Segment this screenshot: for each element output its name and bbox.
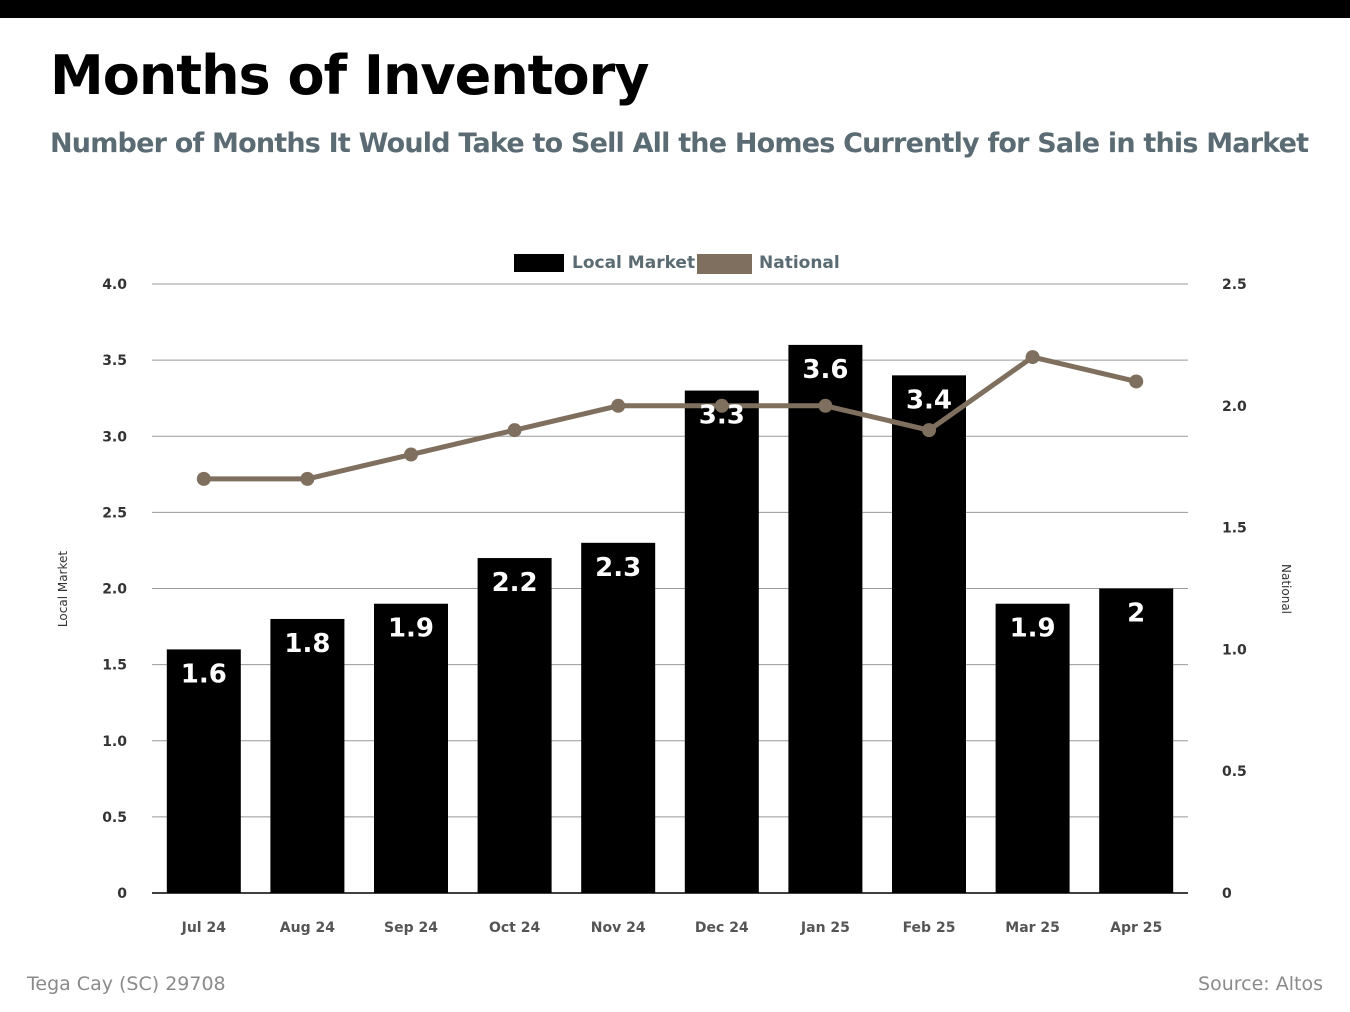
bar-data-label: 3.4	[906, 385, 952, 415]
bar-data-label: 1.9	[1010, 614, 1056, 644]
bar	[684, 390, 759, 893]
top-bar	[0, 0, 1350, 18]
left-axis-title: Local Market	[56, 551, 70, 627]
bar-data-label: 2	[1127, 599, 1145, 629]
right-axis-tick-label: 0	[1222, 886, 1232, 902]
right-axis-tick-label: 2.5	[1222, 277, 1247, 293]
x-axis-tick-label: Oct 24	[489, 920, 541, 936]
x-axis-tick-label: Mar 25	[1005, 920, 1060, 936]
bar	[581, 542, 656, 893]
bar	[166, 649, 241, 893]
bar-data-label: 2.2	[492, 568, 538, 598]
bar	[270, 618, 345, 893]
national-point	[404, 447, 418, 462]
national-line	[203, 354, 1137, 482]
national-point	[611, 398, 626, 413]
legend-label-local-market: Local Market	[572, 253, 695, 273]
left-axis-tick-label: 0.5	[102, 810, 127, 826]
left-axis-tick-label: 3.0	[102, 429, 127, 445]
left-axis-tick-label: 2.5	[102, 505, 127, 521]
left-axis-tick-label: 3.5	[102, 353, 127, 369]
right-axis-tick-label: 1.0	[1222, 642, 1247, 658]
national-point	[714, 398, 729, 413]
national-point	[300, 471, 315, 486]
bar	[892, 375, 966, 894]
x-axis-tick-label: Apr 25	[1110, 920, 1162, 936]
national-point	[1129, 374, 1144, 389]
national-point	[507, 423, 522, 438]
bar	[995, 603, 1070, 893]
legend-label-national: National	[759, 253, 840, 273]
national-point	[818, 398, 833, 413]
footer-location: Tega Cay (SC) 29708	[27, 973, 226, 995]
page-title: Months of Inventory	[50, 44, 649, 107]
left-axis-tick-label: 1.0	[102, 734, 127, 750]
bar-data-label: 3.6	[802, 355, 848, 385]
left-axis-tick-label: 4.0	[102, 277, 127, 293]
bar	[477, 558, 552, 893]
x-axis-tick-label: Nov 24	[591, 920, 646, 936]
left-axis-tick-label: 1.5	[102, 658, 127, 674]
right-axis-tick-label: 2.0	[1222, 399, 1247, 415]
legend-swatch-local-market	[514, 254, 564, 272]
national-point	[196, 471, 211, 486]
x-axis-tick-label: Jul 24	[181, 920, 227, 936]
right-axis-title: National	[1279, 564, 1293, 614]
x-axis-tick-label: Jan 25	[800, 920, 850, 936]
bar-data-label: 3.3	[699, 401, 745, 431]
left-axis-tick-label: 2.0	[102, 582, 127, 598]
bar	[374, 603, 448, 893]
x-axis-tick-label: Sep 24	[384, 920, 438, 936]
x-axis-tick-label: Dec 24	[695, 920, 749, 936]
left-axis-tick-label: 0	[117, 886, 127, 902]
legend-swatch-national	[697, 254, 752, 274]
national-point	[1025, 350, 1040, 365]
right-axis-tick-label: 1.5	[1222, 521, 1247, 537]
footer-source: Source: Altos	[1198, 973, 1323, 995]
page-subtitle: Number of Months It Would Take to Sell A…	[50, 128, 1309, 159]
bar	[788, 344, 863, 893]
x-axis-tick-label: Aug 24	[280, 920, 335, 936]
national-point	[922, 423, 936, 438]
bar	[1099, 588, 1174, 893]
bar-data-label: 1.8	[284, 629, 330, 659]
bar-data-label: 1.9	[388, 614, 434, 644]
right-axis-tick-label: 0.5	[1222, 764, 1247, 780]
x-axis-tick-label: Feb 25	[903, 920, 956, 936]
bar-data-label: 2.3	[595, 553, 641, 583]
bar-data-label: 1.6	[181, 659, 227, 689]
